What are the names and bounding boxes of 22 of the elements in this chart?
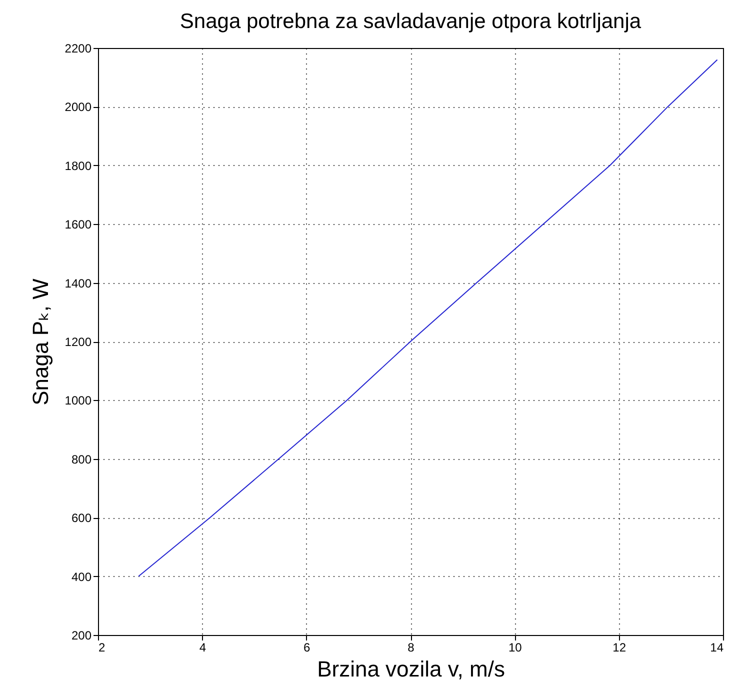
y-tick-label: 800 xyxy=(71,452,92,466)
y-axis-title: Snaga Pₖ, W xyxy=(28,278,53,406)
x-tick-label: 10 xyxy=(508,640,522,654)
y-tick-label: 400 xyxy=(71,570,92,584)
y-tick-label: 600 xyxy=(71,511,92,526)
y-tick-label: 2000 xyxy=(64,100,92,114)
x-tick-label: 14 xyxy=(710,640,724,654)
x-tick-label: 6 xyxy=(303,640,310,654)
y-tick-label: 1000 xyxy=(64,394,92,408)
y-tick-label: 1800 xyxy=(64,158,92,173)
y-tick-label: 1600 xyxy=(64,218,92,232)
chart-title: Snaga potrebna za savladavanje otpora kotrljanja xyxy=(180,10,642,33)
line-series xyxy=(138,59,718,577)
x-tick-label: 12 xyxy=(612,640,626,654)
x-tick-label: 8 xyxy=(408,640,415,654)
x-tick-label: 4 xyxy=(199,640,206,654)
x-axis-title: Brzina vozila v, m/s xyxy=(317,656,505,682)
x-tick-label: 2 xyxy=(98,640,106,654)
y-tick-label: 2200 xyxy=(64,42,92,56)
y-tick-label: 1200 xyxy=(64,335,92,349)
y-tick-label: 200 xyxy=(71,628,92,642)
y-tick-label: 1400 xyxy=(64,276,92,290)
